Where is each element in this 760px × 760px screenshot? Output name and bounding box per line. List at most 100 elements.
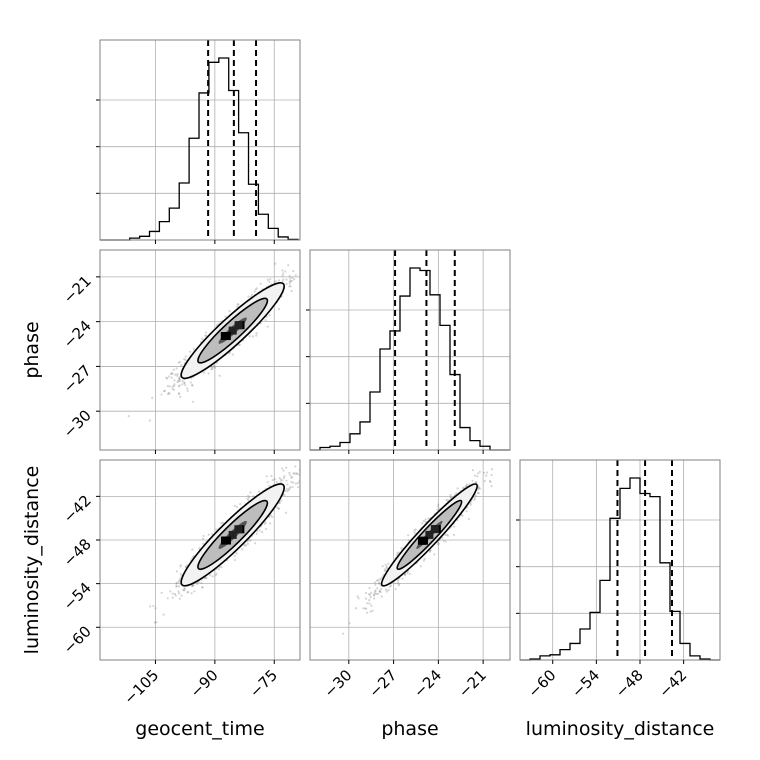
scatter-point	[178, 384, 181, 387]
scatter-point	[268, 280, 271, 283]
scatter-point	[354, 607, 358, 610]
scatter-point	[288, 280, 292, 283]
scatter-point	[284, 270, 287, 273]
scatter-point	[449, 496, 452, 499]
scatter-point	[385, 565, 388, 568]
scatter-point	[183, 381, 186, 384]
scatter-point	[254, 288, 257, 291]
scatter-point	[266, 325, 269, 328]
scatter-point	[437, 543, 440, 546]
scatter-point	[188, 350, 192, 353]
scatter-point	[271, 515, 274, 518]
scatter-point	[191, 548, 194, 551]
scatter-point	[373, 590, 377, 593]
scatter-point	[243, 544, 246, 547]
scatter-point	[247, 494, 250, 497]
scatter-point	[166, 597, 169, 600]
scatter-point	[266, 278, 269, 281]
scatter-point	[174, 373, 177, 376]
scatter-point	[258, 490, 261, 493]
scatter-point	[204, 331, 208, 334]
scatter-point	[421, 522, 424, 525]
scatter-point	[400, 546, 403, 550]
scatter-point	[213, 366, 217, 369]
scatter-point	[294, 274, 297, 277]
scatter-point	[483, 479, 486, 483]
scatter-point	[180, 363, 183, 367]
scatter-point	[177, 392, 181, 396]
scatter-point	[182, 589, 186, 592]
scatter-point	[476, 475, 479, 478]
histogram-panel-phase	[306, 249, 511, 454]
scatter-point	[366, 611, 369, 614]
scatter-point	[255, 334, 258, 337]
scatter-point	[488, 479, 492, 483]
panel-frame-phase	[309, 249, 511, 451]
scatter-point	[383, 568, 387, 571]
scatter-point	[153, 621, 156, 624]
scatter-point	[264, 521, 267, 524]
scatter-point	[178, 360, 182, 364]
scatter-point	[217, 568, 220, 571]
scatter-point	[375, 592, 378, 595]
scatter-point	[201, 586, 204, 589]
scatter-point	[414, 528, 417, 531]
scatter-point	[441, 536, 444, 540]
scatter-point	[177, 380, 180, 383]
scatter-point	[465, 483, 468, 486]
scatter-point	[423, 557, 426, 560]
scatter-point	[449, 496, 453, 499]
scatter-point	[245, 544, 248, 547]
scatter-point	[264, 318, 267, 322]
scatter-point	[285, 278, 288, 281]
scatter-point	[228, 309, 231, 313]
scatter-point	[184, 358, 187, 362]
density-peak-cell	[419, 536, 428, 545]
scatter-point	[151, 396, 154, 399]
scatter-point	[291, 276, 294, 279]
scatter-point	[342, 632, 345, 635]
scatter-point	[437, 505, 440, 509]
scatter-point	[269, 522, 272, 525]
scatter-point	[379, 583, 382, 586]
scatter-point	[179, 395, 182, 398]
scatter-point	[282, 272, 285, 275]
scatter-point	[173, 384, 176, 387]
scatter-point	[287, 264, 290, 267]
scatter-point	[284, 489, 287, 493]
scatter-point	[397, 584, 400, 587]
density-peak-cell	[234, 321, 243, 330]
scatter-point	[220, 522, 223, 525]
scatter-point	[287, 488, 291, 491]
scatter-point	[160, 591, 163, 594]
scatter-point	[175, 367, 178, 370]
scatter-point	[452, 533, 455, 537]
scatter-point	[474, 494, 477, 497]
scatter-point	[252, 495, 255, 498]
scatter-point	[191, 400, 194, 403]
scatter-point	[373, 593, 376, 596]
scatter-point	[285, 479, 288, 482]
scatter-point	[233, 558, 237, 562]
scatter-point	[437, 503, 440, 506]
scatter-point	[373, 592, 376, 595]
scatter-point	[373, 581, 376, 584]
scatter-point	[173, 592, 177, 596]
scatter-point	[184, 565, 187, 569]
scatter-point	[181, 380, 184, 383]
scatter-point	[274, 280, 277, 283]
scatter-point	[273, 477, 277, 481]
scatter-point	[247, 499, 250, 502]
scatter-point	[279, 478, 282, 481]
scatter-point	[375, 579, 379, 582]
scatter-point	[176, 374, 179, 377]
scatter-point	[237, 303, 240, 306]
scatter-point	[248, 335, 251, 338]
scatter-point	[369, 610, 372, 613]
scatter-point	[179, 572, 182, 575]
scatter-point	[374, 589, 377, 592]
scatter-point	[204, 576, 207, 580]
scatter-point	[288, 487, 291, 490]
scatter-point	[235, 505, 239, 509]
scatter-point	[210, 533, 214, 536]
